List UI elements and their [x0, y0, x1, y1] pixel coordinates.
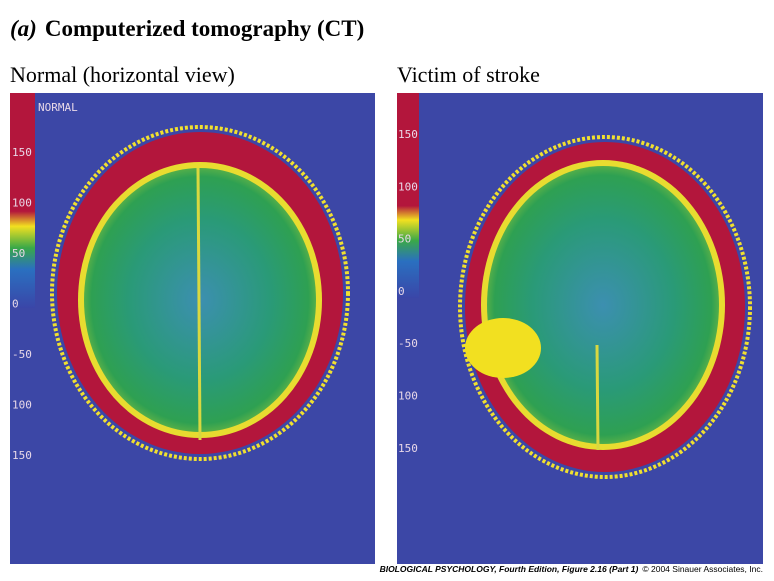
brain: [487, 166, 719, 444]
caption: Normal (horizontal view): [10, 62, 235, 87]
figure-label: (a) Computerized tomography (CT): [10, 16, 364, 41]
ct-stroke: 150 100 50 0 -50 100 150: [397, 93, 763, 564]
scale-label: 0: [398, 285, 405, 298]
scale-label: -50: [398, 337, 418, 350]
caption: Victim of stroke: [397, 62, 540, 87]
scale-label: 150: [398, 128, 418, 141]
scale-label: 50: [398, 233, 411, 246]
color-bar: [397, 93, 419, 298]
title: Computerized tomography (CT): [45, 16, 364, 41]
scale-label: -50: [12, 348, 32, 361]
scale-label: 100: [398, 180, 418, 193]
midline: [595, 344, 600, 451]
source: BIOLOGICAL PSYCHOLOGY, Fourth Edition, F…: [380, 564, 639, 574]
scan-tag: NORMAL: [38, 101, 78, 114]
scalp: [50, 125, 350, 461]
label: (a): [10, 16, 37, 41]
midline: [196, 167, 202, 441]
scalp: [458, 135, 752, 479]
color-bar: [10, 93, 35, 308]
scale-label: 150: [398, 442, 418, 455]
scale-label: 100: [12, 399, 32, 412]
scale-label: 150: [12, 449, 32, 462]
scale-label: 50: [12, 247, 25, 260]
lesion: [465, 318, 541, 378]
scale-label: 150: [12, 146, 32, 159]
copyright: © 2004 Sinauer Associates, Inc.: [642, 564, 763, 574]
scale-label: 0: [12, 298, 19, 311]
scale-label: 100: [12, 197, 32, 210]
credit: BIOLOGICAL PSYCHOLOGY, Fourth Edition, F…: [380, 564, 763, 574]
scale-label: 100: [398, 390, 418, 403]
ct-normal: NORMAL 150 100 50 0 -50 100 150: [10, 93, 375, 564]
